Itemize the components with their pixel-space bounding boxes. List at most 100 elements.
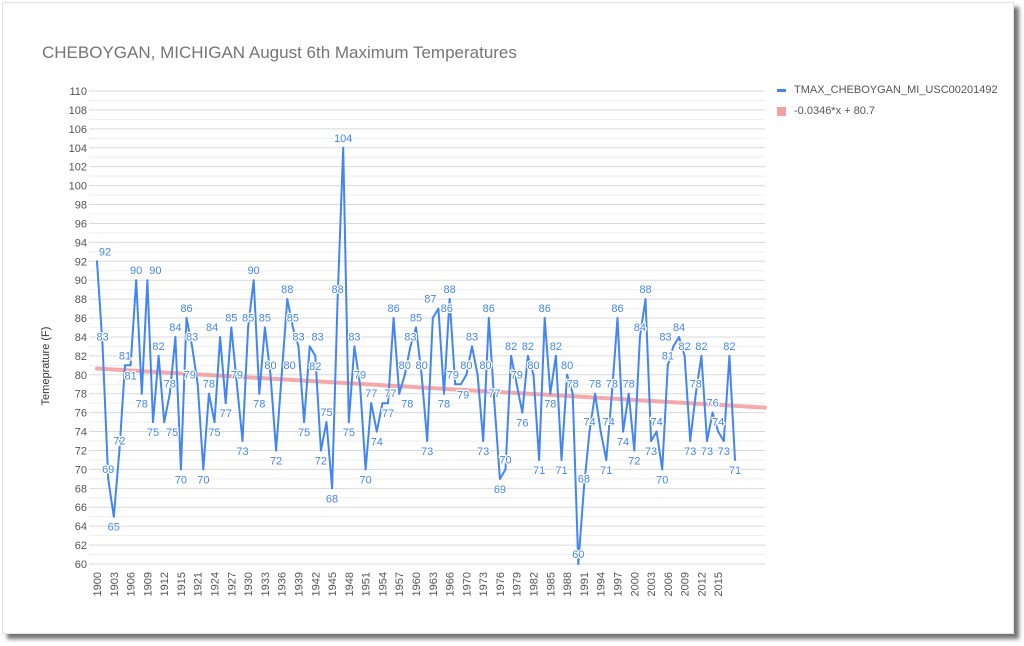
x-tick-label: 1912 bbox=[159, 572, 171, 596]
data-label: 78 bbox=[589, 379, 601, 391]
data-point bbox=[706, 440, 709, 443]
y-tick-label: 80 bbox=[75, 370, 87, 382]
data-point bbox=[622, 430, 625, 433]
data-label: 80 bbox=[460, 360, 472, 372]
data-point bbox=[263, 326, 266, 329]
y-tick-label: 76 bbox=[75, 408, 87, 420]
data-label: 71 bbox=[533, 465, 545, 477]
data-point bbox=[375, 430, 378, 433]
data-point bbox=[594, 392, 597, 395]
data-point bbox=[605, 458, 608, 461]
data-label: 70 bbox=[499, 454, 511, 466]
x-tick-label: 1945 bbox=[327, 572, 339, 596]
data-label: 69 bbox=[494, 484, 506, 496]
data-label: 78 bbox=[253, 399, 265, 411]
data-label: 73 bbox=[701, 446, 713, 458]
data-label: 74 bbox=[371, 437, 383, 449]
x-tick-label: 1976 bbox=[495, 572, 507, 596]
x-tick-label: 1948 bbox=[344, 572, 356, 596]
data-point bbox=[644, 298, 647, 301]
data-point bbox=[409, 345, 412, 348]
data-point bbox=[123, 364, 126, 367]
legend-label-series: TMAX_CHEBOYGAN_MI_USC00201492 bbox=[794, 84, 998, 96]
data-label: 83 bbox=[186, 331, 198, 343]
data-point bbox=[448, 298, 451, 301]
y-tick-label: 68 bbox=[75, 483, 87, 495]
data-label: 75 bbox=[320, 407, 332, 419]
x-tick-label: 1936 bbox=[277, 572, 289, 596]
data-label: 77 bbox=[220, 408, 232, 420]
data-point bbox=[577, 563, 580, 565]
data-point bbox=[588, 430, 591, 433]
data-label: 65 bbox=[108, 522, 120, 534]
chart-title: CHEBOYGAN, MICHIGAN August 6th Maximum T… bbox=[42, 43, 517, 62]
y-tick-label: 108 bbox=[69, 105, 87, 117]
data-point bbox=[683, 354, 686, 357]
data-label: 73 bbox=[477, 446, 489, 458]
data-label: 80 bbox=[415, 360, 427, 372]
y-tick-label: 88 bbox=[75, 294, 87, 306]
x-tick-label: 1982 bbox=[529, 572, 541, 596]
y-tick-label: 84 bbox=[75, 332, 87, 344]
x-tick-label: 1909 bbox=[142, 572, 154, 596]
x-tick-label: 1903 bbox=[109, 572, 121, 596]
y-tick-label: 110 bbox=[69, 86, 87, 98]
data-point bbox=[728, 354, 731, 357]
data-label: 85 bbox=[242, 313, 254, 325]
data-point bbox=[118, 449, 121, 452]
data-point bbox=[543, 317, 546, 320]
data-point bbox=[207, 392, 210, 395]
data-label: 71 bbox=[729, 465, 741, 477]
data-label: 75 bbox=[208, 427, 220, 439]
data-label: 75 bbox=[166, 427, 178, 439]
data-label: 79 bbox=[184, 369, 196, 381]
data-labels: 92 83 69 65 72 81 81 90 78 90 75 82 75 78 84 70 86 83 79 70… bbox=[95, 132, 742, 563]
x-tick-label: 1957 bbox=[394, 572, 406, 596]
data-point bbox=[146, 279, 149, 282]
data-label: 73 bbox=[684, 446, 696, 458]
data-label: 71 bbox=[555, 465, 567, 477]
legend-item-series[interactable]: TMAX_CHEBOYGAN_MI_USC00201492 bbox=[777, 84, 998, 96]
data-point bbox=[415, 326, 417, 329]
data-point bbox=[549, 392, 552, 395]
x-tick-label: 1979 bbox=[512, 572, 524, 596]
data-label: 81 bbox=[119, 350, 131, 362]
data-label: 88 bbox=[332, 284, 344, 296]
data-point bbox=[672, 345, 675, 348]
x-tick-label: 1991 bbox=[579, 572, 591, 596]
x-tick-label: 1921 bbox=[193, 572, 205, 596]
data-label: 74 bbox=[712, 417, 724, 429]
data-point bbox=[398, 392, 401, 395]
data-label: 77 bbox=[488, 388, 500, 400]
data-label: 77 bbox=[382, 408, 394, 420]
legend-box-icon bbox=[777, 106, 786, 116]
data-label: 74 bbox=[651, 417, 663, 429]
legend-item-trendline[interactable]: -0.0346*x + 80.7 bbox=[777, 105, 875, 117]
data-point bbox=[336, 298, 339, 301]
data-point bbox=[135, 279, 138, 282]
x-tick-label: 1939 bbox=[293, 572, 305, 596]
data-label: 84 bbox=[169, 322, 181, 334]
data-point bbox=[392, 317, 395, 320]
data-point bbox=[308, 345, 311, 348]
data-label: 73 bbox=[645, 446, 657, 458]
data-point bbox=[627, 392, 630, 395]
data-point bbox=[303, 421, 306, 424]
data-label: 72 bbox=[315, 455, 327, 467]
data-label: 82 bbox=[152, 341, 164, 353]
data-label: 71 bbox=[600, 465, 612, 477]
data-point bbox=[454, 383, 457, 386]
data-label: 82 bbox=[723, 341, 735, 353]
data-point bbox=[364, 468, 367, 471]
data-point bbox=[465, 373, 468, 376]
data-point bbox=[202, 468, 205, 471]
y-tick-label: 90 bbox=[75, 275, 87, 287]
data-label: 83 bbox=[659, 331, 671, 343]
data-point bbox=[560, 458, 563, 461]
data-point bbox=[532, 373, 535, 376]
data-point bbox=[459, 383, 462, 386]
data-label: 78 bbox=[438, 399, 450, 411]
data-point bbox=[168, 392, 171, 395]
data-point bbox=[230, 326, 233, 329]
